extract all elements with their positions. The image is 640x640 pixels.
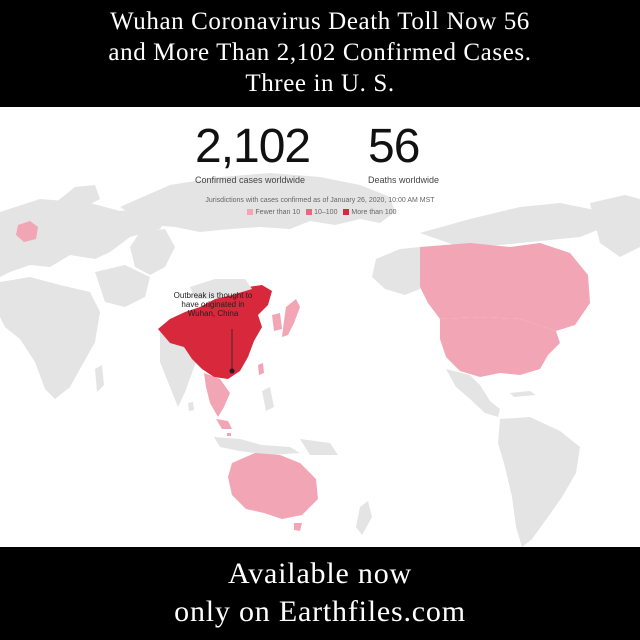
map-legend: Fewer than 10 10–100 More than 100 xyxy=(0,209,640,216)
greenland-landmass xyxy=(590,195,640,257)
headline-line-3: Three in U. S. xyxy=(245,70,395,97)
indonesia-landmass xyxy=(214,437,300,455)
russia-landmass xyxy=(120,173,395,232)
deaths-value: 56 xyxy=(368,120,420,173)
arctic-islands-landmass xyxy=(420,203,610,247)
legend-label-fewer-than-10: Fewer than 10 xyxy=(255,209,301,216)
cases-value: 2,102 xyxy=(195,120,311,173)
cta-line-2: only on Earthfiles.com xyxy=(174,595,466,628)
new-zealand-landmass xyxy=(356,501,372,535)
europe-landmass xyxy=(0,199,170,277)
annotation-line-2: have originated in xyxy=(181,300,245,309)
map-subtitle: Jurisdictions with cases confirmed as of… xyxy=(205,197,435,204)
legend-swatch-10-100 xyxy=(306,209,313,215)
alaska-landmass xyxy=(372,247,420,295)
legend-swatch-fewer-than-10 xyxy=(247,209,254,215)
caribbean-landmass xyxy=(510,391,536,397)
cta-line-1: Available now xyxy=(228,557,412,590)
south-korea xyxy=(272,313,282,331)
annotation-line-3: Wuhan, China xyxy=(187,309,239,318)
scandinavia-landmass xyxy=(55,185,100,207)
philippines-landmass xyxy=(262,387,274,411)
madagascar-landmass xyxy=(95,365,104,392)
deaths-label: Deaths worldwide xyxy=(368,175,440,185)
australia xyxy=(228,453,318,519)
malaysia xyxy=(216,419,232,429)
headline-banner: Wuhan Coronavirus Death Toll Now 56 and … xyxy=(0,0,640,107)
legend-swatch-more-than-100 xyxy=(343,209,350,215)
middle-east-landmass xyxy=(95,265,150,307)
france xyxy=(16,221,38,242)
china xyxy=(158,285,272,379)
mongolia-landmass xyxy=(190,279,252,299)
new-guinea-landmass xyxy=(300,439,338,455)
origin-annotation: Outbreak is thought to have originated i… xyxy=(158,291,268,318)
taiwan xyxy=(258,363,264,375)
africa-landmass xyxy=(0,277,100,399)
tasmania xyxy=(294,523,302,531)
headline-line-1: Wuhan Coronavirus Death Toll Now 56 xyxy=(110,8,530,35)
footer-banner: Available now only on Earthfiles.com xyxy=(0,547,640,640)
canada xyxy=(420,243,590,331)
headline: Wuhan Coronavirus Death Toll Now 56 and … xyxy=(0,0,640,99)
legend-label-10-100: 10–100 xyxy=(314,209,338,216)
call-to-action: Available now only on Earthfiles.com xyxy=(0,547,640,631)
headline-line-2: and More Than 2,102 Confirmed Cases. xyxy=(108,39,532,66)
cases-label: Confirmed cases worldwide xyxy=(195,175,306,185)
south-america-landmass xyxy=(498,417,580,547)
mexico-landmass xyxy=(446,369,500,417)
wuhan-marker xyxy=(229,368,235,374)
legend-label-more-than-100: More than 100 xyxy=(351,209,397,216)
southeast-asia xyxy=(204,373,230,417)
singapore xyxy=(227,433,231,436)
infographic-panel: 2,102 Confirmed cases worldwide 56 Death… xyxy=(0,107,640,547)
sri-lanka xyxy=(188,402,194,411)
world-map xyxy=(0,173,640,547)
central-asia-landmass xyxy=(130,229,175,275)
annotation-line-1: Outbreak is thought to xyxy=(173,291,253,300)
united-states xyxy=(440,317,560,377)
japan xyxy=(282,299,300,337)
